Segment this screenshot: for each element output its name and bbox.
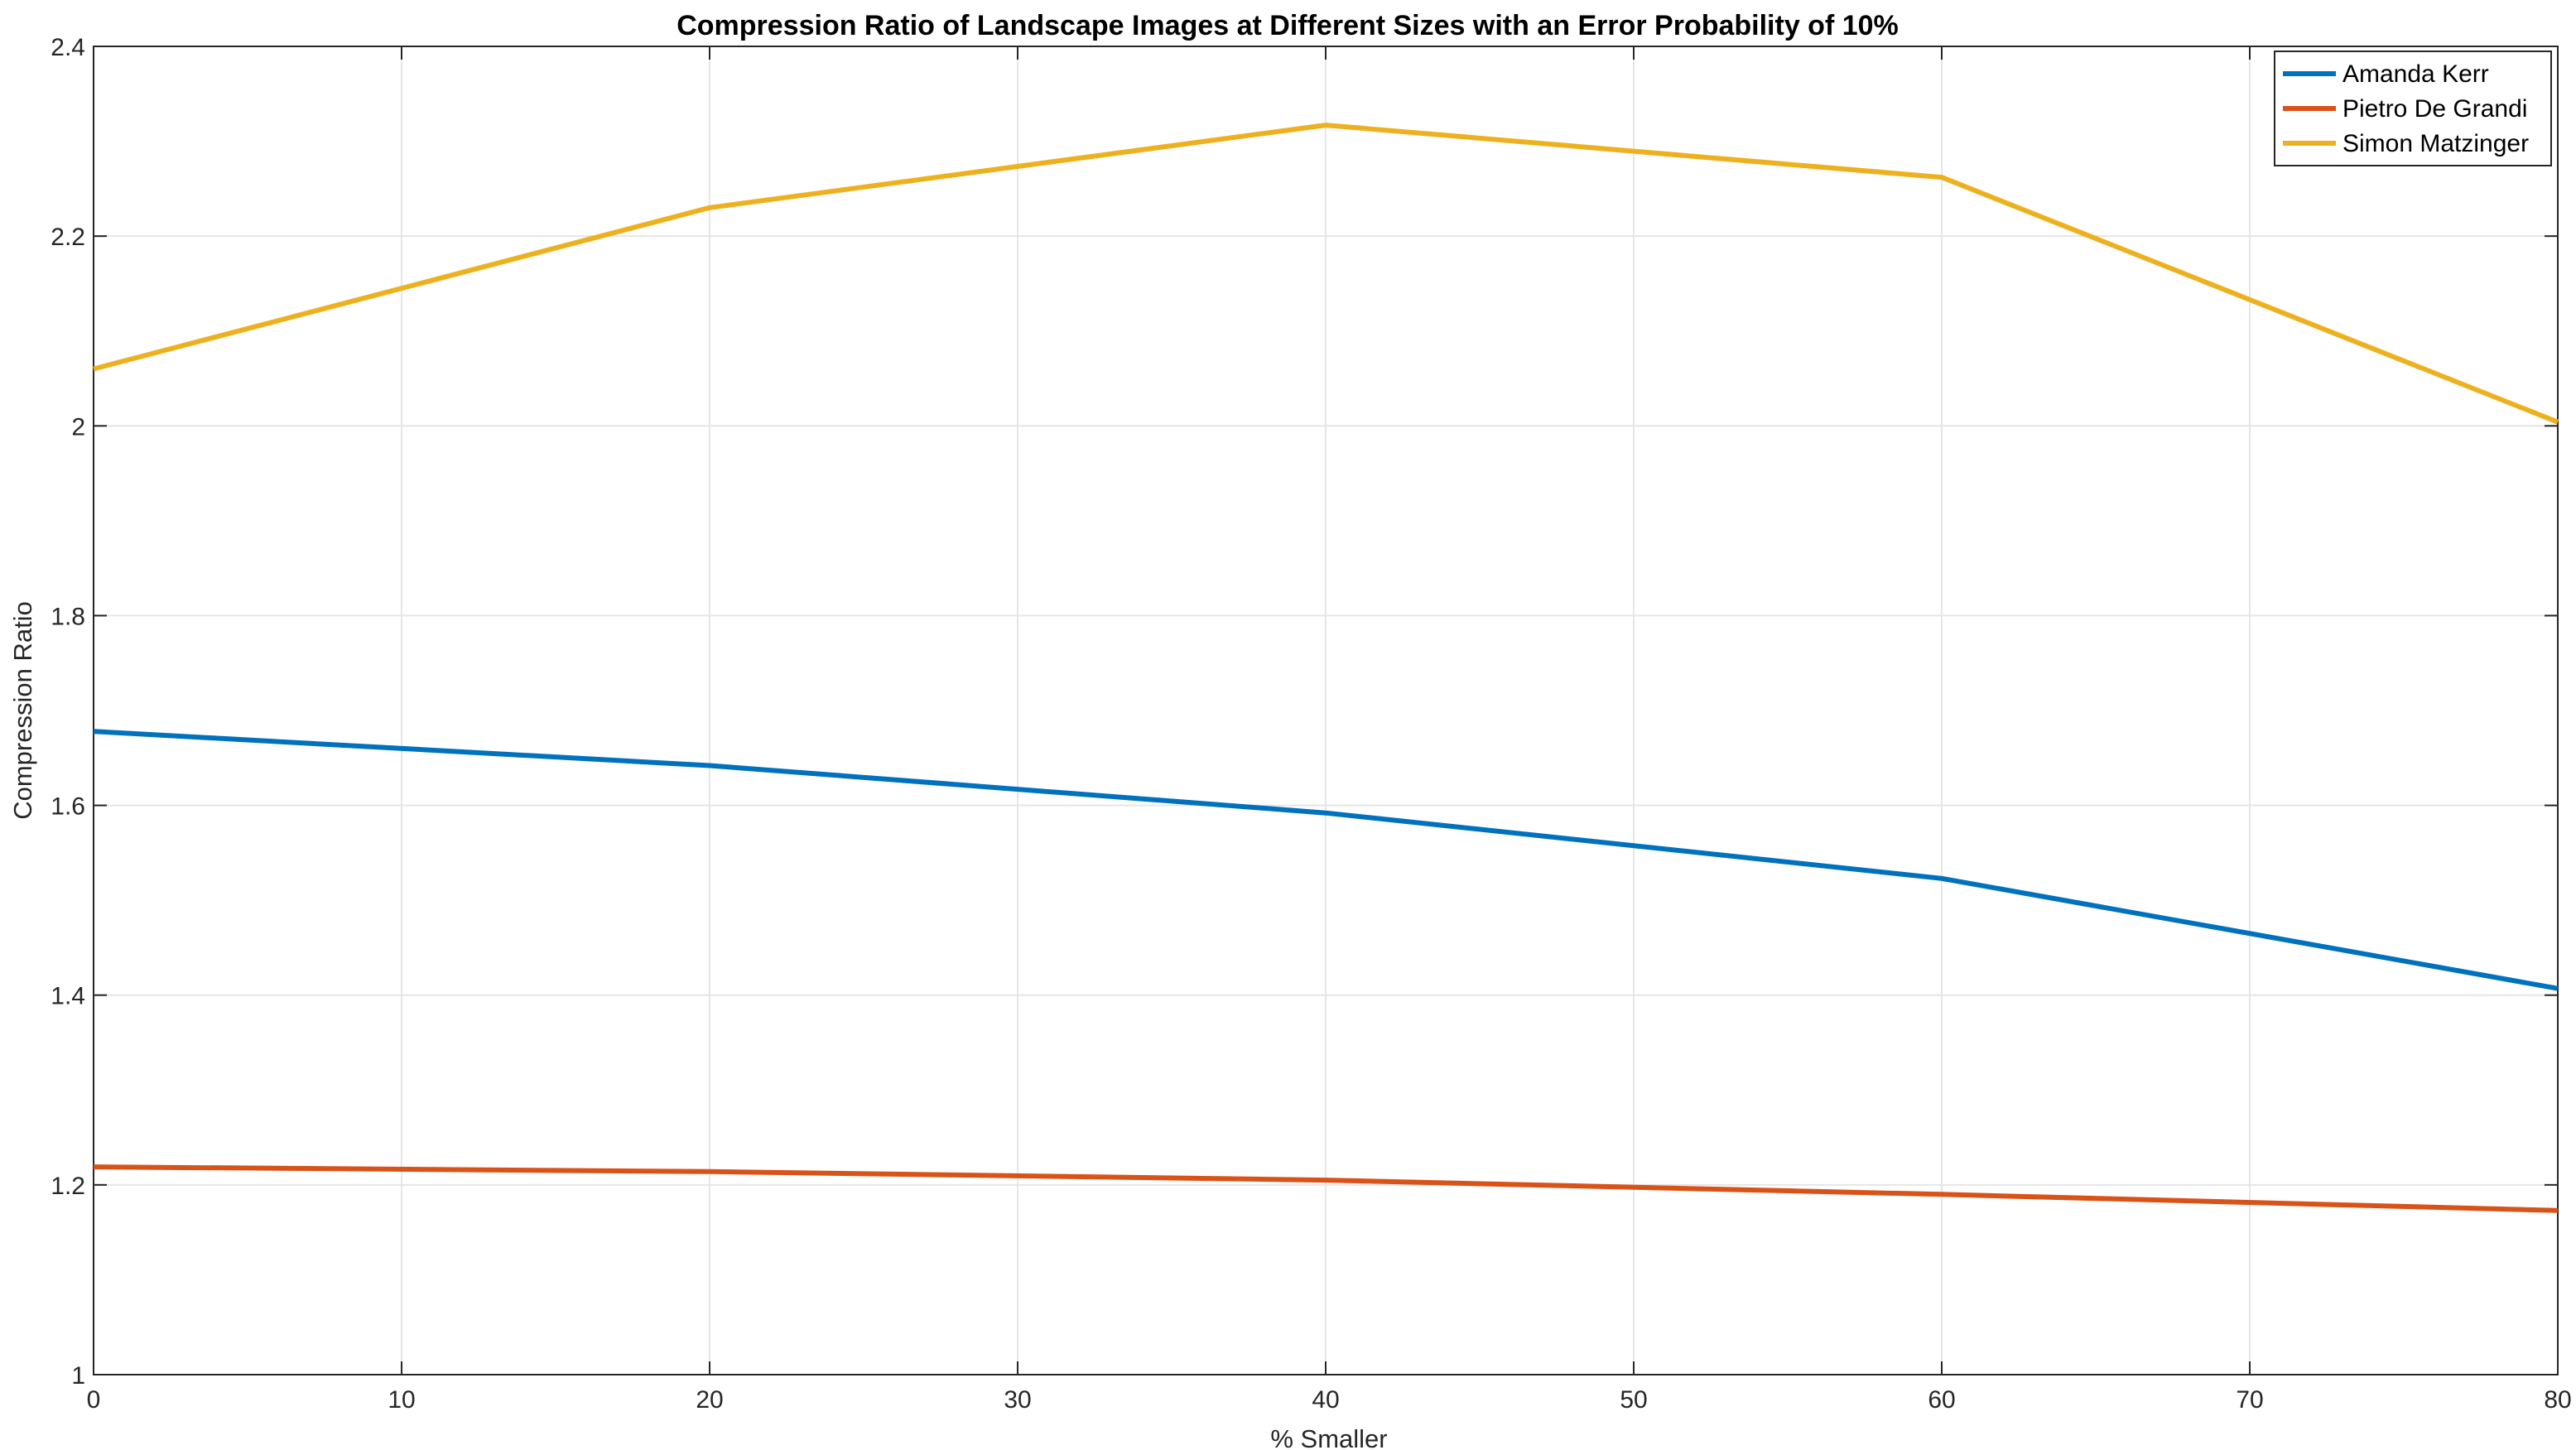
x-tick-label: 10 bbox=[388, 1386, 415, 1414]
y-tick-label: 2 bbox=[71, 413, 85, 441]
x-tick-label: 70 bbox=[2236, 1386, 2263, 1414]
y-tick-label: 1.6 bbox=[51, 793, 85, 821]
series-line-simon-matzinger bbox=[93, 123, 2559, 425]
y-tick-label: 2.2 bbox=[51, 224, 85, 251]
y-tick-label: 1.8 bbox=[51, 603, 85, 630]
legend: Amanda Kerr Pietro De Grandi Simon Matzing… bbox=[2274, 51, 2552, 166]
chart-title: Compression Ratio of Landscape Images at… bbox=[677, 10, 1899, 41]
y-tick-label: 1 bbox=[71, 1362, 85, 1390]
x-tick-label: 60 bbox=[1928, 1386, 1955, 1414]
y-tick-label: 1.4 bbox=[51, 983, 85, 1010]
y-axis-label: Compression Ratio bbox=[8, 601, 37, 820]
series-line-amanda-kerr bbox=[93, 729, 2559, 991]
legend-label: Pietro De Grandi bbox=[2342, 95, 2527, 123]
x-tick-label: 50 bbox=[1620, 1386, 1647, 1414]
x-tick-label: 0 bbox=[87, 1386, 101, 1414]
x-axis-label: % Smaller bbox=[1270, 1424, 1387, 1450]
legend-label: Simon Matzinger bbox=[2342, 130, 2529, 157]
series-line-pietro-de-grandi bbox=[93, 1164, 2559, 1213]
x-tick-label: 20 bbox=[696, 1386, 723, 1414]
legend-label: Amanda Kerr bbox=[2342, 60, 2489, 88]
x-tick-label: 30 bbox=[1004, 1386, 1031, 1414]
y-tick-label: 1.2 bbox=[51, 1173, 85, 1200]
y-tick-label: 2.4 bbox=[51, 34, 85, 61]
x-tick-label: 80 bbox=[2544, 1386, 2571, 1414]
x-tick-label: 40 bbox=[1312, 1386, 1339, 1414]
